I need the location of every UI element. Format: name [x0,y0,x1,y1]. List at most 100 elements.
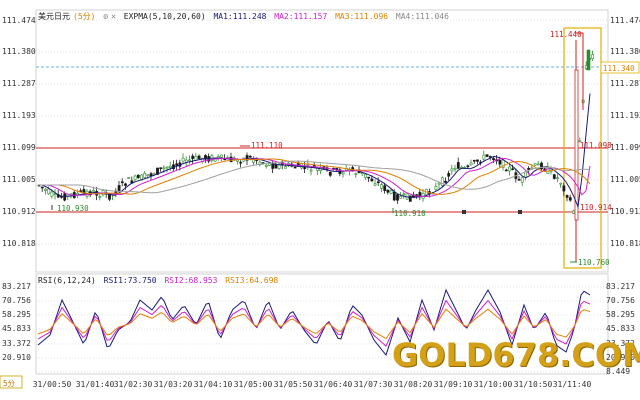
candle-body [392,191,396,201]
candle-body [504,169,508,172]
candle-body [268,163,271,166]
candle-body [517,179,521,181]
candle-body [143,172,147,178]
candle-body [159,167,163,169]
rsi-tick-label-right: 45.833 [606,324,635,333]
candle-body [444,180,447,183]
candle-body [50,191,54,197]
time-tick-label: 31/03:20 [153,380,193,389]
rsi-tick-label-right: 33.372 [606,339,635,348]
rsi-tick-label: 83.217 [2,282,31,291]
level-red-annotation: 111.098 [580,141,612,150]
candle-body [556,177,559,180]
time-tick-label: 31/04:10 [193,380,233,389]
rsi1-label: RSI1:73.750 [103,276,157,285]
spike-highlight-box [563,27,602,269]
candle-body [562,185,566,192]
candle-body [565,195,569,198]
candle-body [476,159,479,162]
candle-body [482,154,486,160]
time-tick-label: 31/10:50 [513,380,553,389]
candle-body [485,154,489,157]
candle-body [124,183,127,186]
candle-body [274,164,278,169]
settings-icon[interactable]: ⚙ [103,12,109,21]
candle-body [396,194,399,201]
rsi-tick-label-right: 8.449 [606,367,631,376]
candle-body [40,186,44,189]
candle-body [440,177,444,186]
rsi-lines [37,288,591,357]
watermark-text: GOLD678.COM [392,336,640,374]
rsi-tick-label-right: 20.910 [606,353,635,362]
candle-body [197,155,201,159]
candle-body [328,171,332,176]
price-tick-label-right: 111.474 [610,16,640,25]
time-tick-label: 31/01:40 [75,380,115,389]
candle-body [204,155,207,160]
candle-body [527,168,531,171]
candle-body [488,156,492,158]
candle-body [572,210,575,214]
candle-body [373,183,377,186]
rsi-tick-label: 58.295 [2,310,31,319]
candle-body [191,155,195,159]
candle-body [175,163,179,166]
candle-body [533,163,537,166]
candle-body [498,160,502,165]
candle-body [447,173,451,177]
candle-body [453,167,457,170]
price-tick-label: 110.818 [2,239,36,248]
candle-body [492,158,495,160]
candle-body [181,157,185,162]
candle-body [252,159,255,163]
price-tick-label: 111.005 [2,175,36,184]
candle-body [188,159,191,162]
price-tick-label: 111.099 [2,143,36,152]
rsi2-label: RSI2:68.953 [164,276,218,285]
candle-body [293,166,297,169]
time-tick-label: 31/09:10 [433,380,473,389]
price-gridlines [36,19,608,245]
price-tick-label: 110.912 [2,207,36,216]
candle-body [53,193,57,195]
candle-body [184,159,188,163]
ma4-label: MA4:111.046 [395,12,449,21]
timeframe-label[interactable]: 5分 [3,379,16,388]
candle-body [568,197,572,201]
candle-body [264,164,268,167]
price-panel-border [35,9,609,273]
spike-low-annotation: 110.760 [578,258,610,267]
time-tick-label: 31/11:40 [552,380,592,389]
candle-body [437,182,441,185]
candle-body [469,162,473,166]
rsi-indicator-label: RSI(6,12,24) [38,276,96,285]
time-tick-label: 31/06:40 [313,380,353,389]
price-tick-label-right: 111.005 [610,175,640,184]
candle-body [578,140,582,143]
level-low-annotation: 110.914 [580,203,612,212]
rsi3-label: RSI3:64.698 [225,276,279,285]
rsi-panel-border [35,273,609,375]
candle-body [133,175,137,180]
last-candle [586,49,591,71]
candle-body [376,181,380,184]
time-tick-label: 31/10:00 [473,380,513,389]
close-icon[interactable]: × [111,12,116,21]
low-annotation-1: 110.930 [57,204,89,213]
rsi1-line [37,288,591,357]
candle-body [248,155,252,158]
rsi-tick-label-right: 83.217 [606,282,635,291]
candle-body [370,178,374,182]
candle-body [136,174,140,178]
candle-body [508,166,511,172]
price-tick-label-right: 111.099 [610,143,640,152]
candle-body [383,185,387,191]
candle-body [98,196,102,198]
ma-lines [38,93,591,209]
candle-body [540,162,543,170]
candle-body [284,166,287,169]
watermark-logo: GOLD678.COM [392,336,640,374]
rsi-tick-label-right: 70.756 [606,296,635,305]
